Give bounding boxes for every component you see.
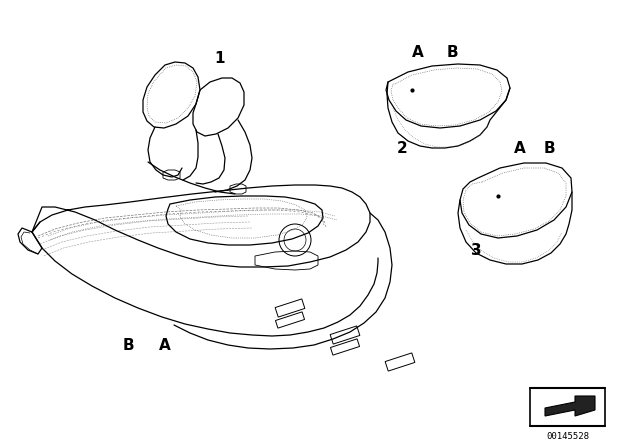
Text: A: A (159, 337, 171, 353)
Text: B: B (446, 44, 458, 60)
Polygon shape (545, 396, 595, 416)
Text: A: A (412, 44, 424, 60)
Text: 2: 2 (397, 141, 408, 155)
Text: B: B (122, 337, 134, 353)
Text: 00145528: 00145528 (546, 431, 589, 440)
Bar (530, 388, 605, 426)
Text: A: A (514, 141, 526, 155)
Text: 1: 1 (215, 51, 225, 65)
Text: 3: 3 (470, 242, 481, 258)
Text: B: B (543, 141, 555, 155)
